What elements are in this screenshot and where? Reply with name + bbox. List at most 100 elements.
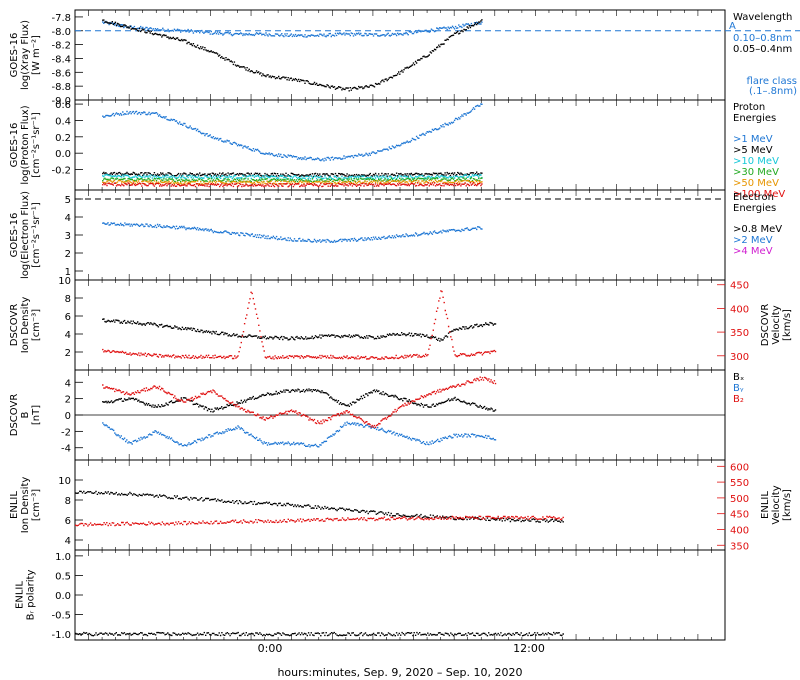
- y-axis-label-line: DSCOVR: [9, 304, 20, 347]
- series-group: [102, 19, 483, 92]
- y-axis-label-line: [cm⁻³]: [31, 309, 42, 341]
- legend-entry: >4 MeV: [733, 246, 773, 257]
- right-y-tick-label: 500: [730, 494, 749, 505]
- y-tick-label: 2: [65, 249, 71, 260]
- right-y-tick-label: 550: [730, 478, 749, 489]
- y-tick-label: -8.8: [51, 82, 71, 93]
- y-axis-label-line: B: [20, 411, 31, 418]
- y-tick-label: 4: [65, 330, 71, 341]
- y-axis-label-line: GOES-16: [9, 33, 20, 78]
- y-axis-label-line: log(Electron Flux): [20, 191, 31, 279]
- panel-proton: 0.6 0.4 0.2 0.0 -0.2 GOES-16 log(Proton Flux)[…: [9, 99, 785, 200]
- right-y-axis-label-line: [km/s]: [782, 309, 793, 341]
- y-tick-label: -2: [61, 427, 71, 438]
- legend-title: Electron: [733, 192, 774, 203]
- y-axis-label-line: [W m⁻²]: [31, 35, 42, 75]
- y-axis-label: GOES-16 log(Proton Flux) [cm⁻²s⁻¹sr⁻¹]: [9, 105, 42, 184]
- panel-frame: [74, 549, 726, 641]
- series-enlil_density-0: [75, 490, 564, 523]
- series-group: [75, 490, 564, 527]
- panel-xray: -7.8 -8.0 -8.2 -8.4 -8.6 -8.8 -9.0 GOES-16 log(X…: [9, 9, 800, 107]
- right-y-tick-label: 450: [730, 510, 749, 521]
- series-electron-0: [102, 222, 483, 243]
- y-tick-label: 2: [65, 395, 71, 406]
- y-axis-label-line: GOES-16: [9, 213, 20, 258]
- y-axis-label-line: Ion Density: [20, 477, 31, 534]
- panel-electron: 5 4 3 2 1 GOES-16 log(Electron Flux) [cm⁻²s⁻¹sr…: [9, 189, 782, 281]
- panel-frame: [74, 459, 726, 551]
- right-y-axis-label-line: Velocity: [771, 485, 782, 524]
- y-axis-label-line: Bᵣ polarity: [26, 570, 37, 621]
- y-tick-label: -0.2: [51, 166, 71, 177]
- right-y-tick-label: 300: [730, 352, 749, 363]
- right-y-tick-label: 400: [730, 304, 749, 315]
- y-axis-label: GOES-16 log(Xray Flux) [W m⁻²]: [9, 20, 42, 90]
- right-y-tick-label: 350: [730, 328, 749, 339]
- legend-entry: 0.05–0.4nm: [733, 44, 792, 55]
- y-axis-label-line: log(Xray Flux): [20, 20, 31, 90]
- y-tick-label: 4: [65, 536, 71, 547]
- right-y-axis-label-line: DSCOVR: [760, 304, 771, 347]
- panel-frame: [74, 99, 726, 191]
- right-y-axis-label-line: Velocity: [771, 305, 782, 344]
- y-tick-label: 4: [65, 213, 71, 224]
- y-axis-label-line: Ion Density: [20, 297, 31, 354]
- series-xray-1: [102, 19, 483, 92]
- series-xray-0: [102, 20, 483, 38]
- y-tick-label: -8.0: [51, 27, 71, 38]
- series-dscovr_b-2: [102, 376, 497, 428]
- y-tick-label: 3: [65, 231, 71, 242]
- series-group: [102, 222, 483, 243]
- y-axis-label-line: [cm⁻²s⁻¹sr⁻¹]: [31, 202, 42, 268]
- y-tick-label: 0.6: [55, 100, 71, 111]
- y-axis-label: ENLIL Ion Density [cm⁻³]: [9, 477, 42, 534]
- flare-class-marker: A: [729, 21, 736, 32]
- x-axis-label: hours:minutes, Sep. 9, 2020 – Sep. 10, 2…: [277, 666, 522, 679]
- panel-enlil_polarity: 1.0 0.5 0.0 -0.5 -1.0 ENLIL Bᵣ polarity: [15, 549, 726, 641]
- y-axis-label: ENLIL Bᵣ polarity: [15, 570, 37, 621]
- legend-entry: Bᵧ: [733, 383, 744, 394]
- y-tick-label: 1: [65, 267, 71, 278]
- y-axis-label-line: log(Proton Flux): [20, 105, 31, 184]
- y-tick-label: 8: [65, 294, 71, 305]
- y-tick-label: 0.0: [55, 149, 71, 160]
- y-tick-label: 0.4: [55, 116, 71, 127]
- right-y-tick-label: 400: [730, 525, 749, 536]
- series-dscovr_b-1: [102, 421, 497, 448]
- y-tick-label: -1.0: [51, 630, 71, 641]
- series-group: [102, 376, 497, 448]
- series-dscovr_density-0: [102, 318, 497, 342]
- series-group: [75, 631, 564, 637]
- series-dscovr_b-0: [102, 388, 497, 413]
- series-proton-0: [102, 103, 483, 162]
- y-axis-label-line: [cm⁻²s⁻¹sr⁻¹]: [31, 112, 42, 178]
- legend-entry: >0.8 MeV: [733, 224, 782, 235]
- series-group: [102, 103, 483, 188]
- y-axis-label: GOES-16 log(Electron Flux) [cm⁻²s⁻¹sr⁻¹]: [9, 191, 42, 279]
- legend-title: Proton: [733, 102, 765, 113]
- series-proton-2: [102, 173, 483, 180]
- legend-title: Wavelength: [733, 12, 792, 23]
- legend-title: Energies: [733, 113, 776, 124]
- right-y-tick-label: 350: [730, 541, 749, 552]
- y-tick-label: 0: [65, 411, 71, 422]
- y-tick-label: -8.6: [51, 68, 71, 79]
- legend-entry: 0.10–0.8nm: [733, 33, 792, 44]
- y-axis-label-line: GOES-16: [9, 123, 20, 168]
- legend-entry: >10 MeV: [733, 156, 779, 167]
- legend-entry: Bₓ: [733, 372, 744, 383]
- series-dscovr_density-1: [102, 290, 497, 360]
- y-tick-label: 6: [65, 312, 71, 323]
- y-tick-label: 10: [58, 476, 71, 487]
- right-y-tick-label: 450: [730, 281, 749, 292]
- legend-entry: >5 MeV: [733, 145, 773, 156]
- series-enlil_density-1: [75, 515, 564, 527]
- y-tick-label: 0.2: [55, 133, 71, 144]
- y-axis-label-line: ENLIL: [9, 491, 20, 519]
- y-tick-label: 6: [65, 516, 71, 527]
- legend-entry: >50 MeV: [733, 178, 779, 189]
- series-proton-1: [102, 171, 483, 178]
